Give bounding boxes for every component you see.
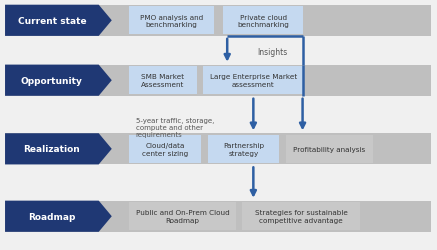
Text: PMO analysis and
benchmarking: PMO analysis and benchmarking bbox=[140, 14, 203, 28]
Text: Large Enterprise Market
assessment: Large Enterprise Market assessment bbox=[210, 74, 297, 88]
Polygon shape bbox=[5, 6, 112, 37]
Text: SMB Market
Assessment: SMB Market Assessment bbox=[141, 74, 185, 88]
Text: Cloud/data
center sizing: Cloud/data center sizing bbox=[142, 142, 188, 156]
FancyBboxPatch shape bbox=[5, 65, 431, 96]
FancyBboxPatch shape bbox=[208, 135, 280, 163]
Text: Realization: Realization bbox=[24, 145, 80, 154]
Polygon shape bbox=[5, 65, 112, 96]
FancyBboxPatch shape bbox=[203, 67, 303, 95]
Polygon shape bbox=[5, 134, 112, 165]
Text: Insights: Insights bbox=[258, 48, 288, 57]
FancyBboxPatch shape bbox=[129, 135, 201, 163]
Text: Current state: Current state bbox=[17, 17, 86, 26]
Text: Roadmap: Roadmap bbox=[28, 212, 76, 221]
FancyBboxPatch shape bbox=[286, 135, 373, 163]
FancyBboxPatch shape bbox=[5, 134, 431, 165]
FancyBboxPatch shape bbox=[223, 7, 303, 35]
Text: 5-year traffic, storage,
compute and other
requirements: 5-year traffic, storage, compute and oth… bbox=[136, 118, 214, 138]
FancyBboxPatch shape bbox=[129, 202, 236, 230]
FancyBboxPatch shape bbox=[5, 6, 431, 37]
Text: Opportunity: Opportunity bbox=[21, 76, 83, 85]
Text: Private cloud
benchmarking: Private cloud benchmarking bbox=[237, 14, 289, 28]
FancyBboxPatch shape bbox=[129, 67, 197, 95]
Polygon shape bbox=[5, 201, 112, 232]
Text: Strategies for sustainable
competitive advantage: Strategies for sustainable competitive a… bbox=[255, 210, 348, 223]
FancyBboxPatch shape bbox=[5, 201, 431, 232]
Text: Public and On-Prem Cloud
Roadmap: Public and On-Prem Cloud Roadmap bbox=[135, 210, 229, 223]
Text: Partnership
strategy: Partnership strategy bbox=[223, 142, 264, 156]
FancyBboxPatch shape bbox=[129, 7, 214, 35]
Text: Profitability analysis: Profitability analysis bbox=[294, 146, 366, 152]
FancyBboxPatch shape bbox=[243, 202, 360, 230]
